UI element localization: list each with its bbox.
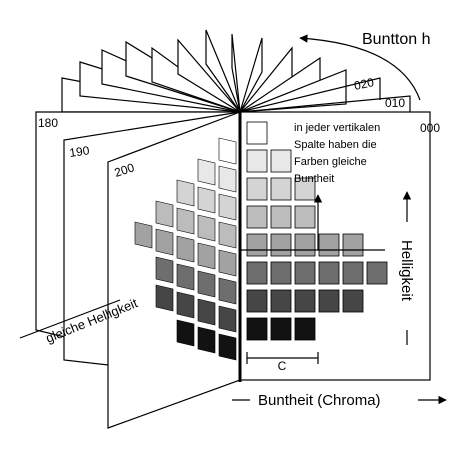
chip: [318, 261, 340, 285]
note: in jeder vertikalen: [294, 122, 380, 134]
chip: [176, 207, 195, 235]
page-fan: [61, 29, 347, 113]
diagonal-line: [19, 299, 121, 339]
chip: [246, 261, 268, 285]
page-020-edge: [239, 77, 381, 113]
hue-arrow: [299, 34, 421, 101]
note: Spalte haben die: [294, 139, 377, 151]
note: Farben gleiche: [294, 156, 367, 168]
fan-page: [205, 29, 241, 113]
chip: [294, 205, 316, 229]
chroma-step-label: C: [278, 359, 287, 373]
chip: [342, 261, 364, 285]
chip: [218, 277, 237, 305]
chip: [318, 233, 340, 257]
chip: [246, 149, 268, 173]
chip: [176, 179, 195, 207]
page-label: 020: [353, 75, 376, 93]
chip: [155, 256, 174, 284]
chip: [294, 177, 316, 201]
chip: [270, 205, 292, 229]
chip: [246, 121, 268, 145]
vertical-axis-label: Helligkeit: [398, 240, 415, 302]
chip: [197, 270, 216, 298]
page-label: 200: [113, 160, 137, 180]
chip: [294, 289, 316, 313]
chip: [218, 305, 237, 333]
chip: [270, 177, 292, 201]
chip: [342, 289, 364, 313]
chip: [176, 291, 195, 319]
chip: [155, 284, 174, 312]
chip: [270, 289, 292, 313]
chip: [134, 221, 153, 249]
page-label: 010: [385, 96, 405, 110]
chip: [366, 261, 388, 285]
page-label: 180: [38, 116, 58, 130]
chip: [218, 221, 237, 249]
chip: [197, 158, 216, 186]
title: Buntton h: [362, 31, 431, 48]
chip: [294, 233, 316, 257]
chip: [342, 233, 364, 257]
chip: [294, 317, 316, 341]
chip: [176, 319, 195, 347]
chip: [218, 137, 237, 165]
chip: [246, 289, 268, 313]
chip: [218, 249, 237, 277]
chip: [318, 289, 340, 313]
chip: [155, 228, 174, 256]
chip: [197, 326, 216, 354]
fan-page: [231, 33, 241, 113]
chip: [270, 317, 292, 341]
chip: [246, 317, 268, 341]
chip: [218, 333, 237, 361]
page-label: 190: [68, 143, 90, 160]
chip: [176, 235, 195, 263]
chip: [218, 165, 237, 193]
chip: [197, 214, 216, 242]
fan-page: [239, 69, 347, 113]
page-label: 000: [420, 121, 440, 135]
chip: [246, 233, 268, 257]
fan-page: [177, 38, 241, 113]
page-010-edge: [239, 95, 411, 113]
chip: [270, 261, 292, 285]
chip: [176, 263, 195, 291]
chip: [197, 298, 216, 326]
chip: [294, 261, 316, 285]
fan-page: [239, 37, 263, 113]
note: Buntheit: [294, 173, 334, 185]
horizontal-axis-label: Buntheit (Chroma): [258, 392, 381, 409]
chip: [246, 177, 268, 201]
chip: [197, 186, 216, 214]
chip: [246, 205, 268, 229]
chip: [197, 242, 216, 270]
chip: [270, 233, 292, 257]
chip: [218, 193, 237, 221]
chip: [270, 149, 292, 173]
chip: [155, 200, 174, 228]
